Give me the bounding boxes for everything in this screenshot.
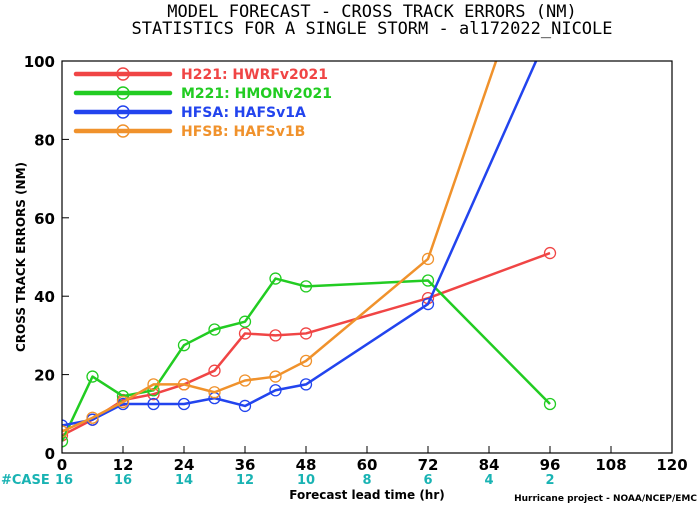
case-count: 10 (297, 473, 315, 488)
x-tick-label: 12 (113, 456, 134, 474)
data-point (543, 397, 557, 411)
data-point (238, 315, 252, 328)
legend-label: HFSB: HAFSv1B (181, 124, 305, 140)
x-tick-label: 84 (479, 456, 500, 474)
data-point (421, 252, 435, 266)
legend-item: M221: HMONv2021 (73, 86, 332, 102)
data-point (62, 425, 69, 438)
data-point (421, 274, 435, 287)
x-tick-label: 48 (296, 456, 317, 474)
y-tick-label: 40 (34, 288, 55, 306)
data-point (238, 399, 252, 413)
data-point (208, 386, 221, 399)
case-count: 8 (362, 473, 371, 488)
x-tick-label: 60 (357, 456, 378, 474)
chart-title: MODEL FORECAST - CROSS TRACK ERRORS (NM) (167, 2, 576, 22)
data-point (62, 429, 69, 442)
x-tick-label: 72 (418, 456, 439, 474)
x-tick-label: 36 (235, 456, 256, 474)
x-tick-label: 120 (656, 456, 687, 474)
data-point (421, 297, 435, 311)
credit-text: Hurricane project - NOAA/NCEP/EMC (514, 494, 697, 504)
case-count: 14 (175, 473, 193, 488)
series-0 (62, 246, 557, 442)
data-point (543, 246, 557, 260)
legend-marker (116, 86, 130, 100)
y-axis: 0 20 40 60 80 100 (24, 53, 69, 463)
data-point (269, 272, 282, 285)
case-count: 16 (114, 473, 132, 488)
data-point (208, 364, 221, 377)
data-point (299, 354, 313, 368)
series-line (62, 277, 551, 442)
x-tick-label: 96 (540, 456, 561, 474)
y-tick-label: 0 (45, 445, 55, 463)
data-point (86, 411, 99, 424)
case-count: 2 (545, 473, 554, 488)
data-point (62, 435, 69, 448)
data-point (62, 419, 69, 432)
data-point (299, 327, 313, 340)
data-point (238, 374, 252, 387)
legend-marker (116, 67, 130, 81)
data-point (299, 280, 313, 293)
legend-marker (116, 124, 130, 138)
y-tick-label: 60 (34, 210, 55, 228)
data-point (269, 370, 282, 383)
y-axis-label: CROSS TRACK ERRORS (NM) (14, 162, 28, 352)
x-axis: 0 12 24 36 48 60 72 84 96 108 120 (57, 446, 688, 474)
legend-item: H221: HWRFv2021 (73, 67, 328, 83)
data-point (177, 339, 191, 352)
data-point (147, 397, 160, 411)
x-tick-label: 108 (595, 456, 626, 474)
data-point (269, 384, 282, 397)
case-count: 16 (55, 473, 73, 488)
data-point (299, 378, 313, 391)
series-layer (62, 61, 557, 448)
series-1 (62, 272, 557, 448)
case-count: 4 (484, 473, 493, 488)
data-point (86, 370, 99, 383)
y-tick-label: 100 (24, 53, 55, 71)
legend-label: M221: HMONv2021 (181, 86, 332, 102)
case-label: #CASE (1, 473, 50, 488)
series-line (62, 61, 498, 433)
x-axis-label: Forecast lead time (hr) (289, 488, 445, 502)
y-tick-label: 80 (34, 131, 55, 149)
legend: H221: HWRFv2021 M221: HMONv2021 HFSA: HAFS… (73, 67, 332, 140)
x-tick-label: 24 (174, 456, 195, 474)
case-count: 12 (236, 473, 254, 488)
case-counts: 16 16 14 12 10 8 6 4 2 (55, 473, 555, 488)
legend-item: HFSA: HAFSv1A (73, 105, 306, 121)
legend-item: HFSB: HAFSv1B (73, 124, 305, 140)
case-count: 6 (423, 473, 432, 488)
chart-subtitle: STATISTICS FOR A SINGLE STORM - al172022… (131, 19, 612, 39)
data-point (147, 378, 160, 391)
x-tick-label: 0 (57, 456, 67, 474)
data-point (116, 395, 130, 409)
legend-label: HFSA: HAFSv1A (181, 105, 306, 121)
data-point (269, 329, 282, 342)
data-point (177, 397, 191, 411)
legend-marker (116, 105, 130, 119)
legend-label: H221: HWRFv2021 (181, 67, 328, 83)
y-tick-label: 20 (34, 367, 55, 385)
data-point (238, 327, 252, 340)
data-point (208, 323, 221, 336)
data-point (177, 378, 191, 391)
series-3 (62, 61, 498, 438)
